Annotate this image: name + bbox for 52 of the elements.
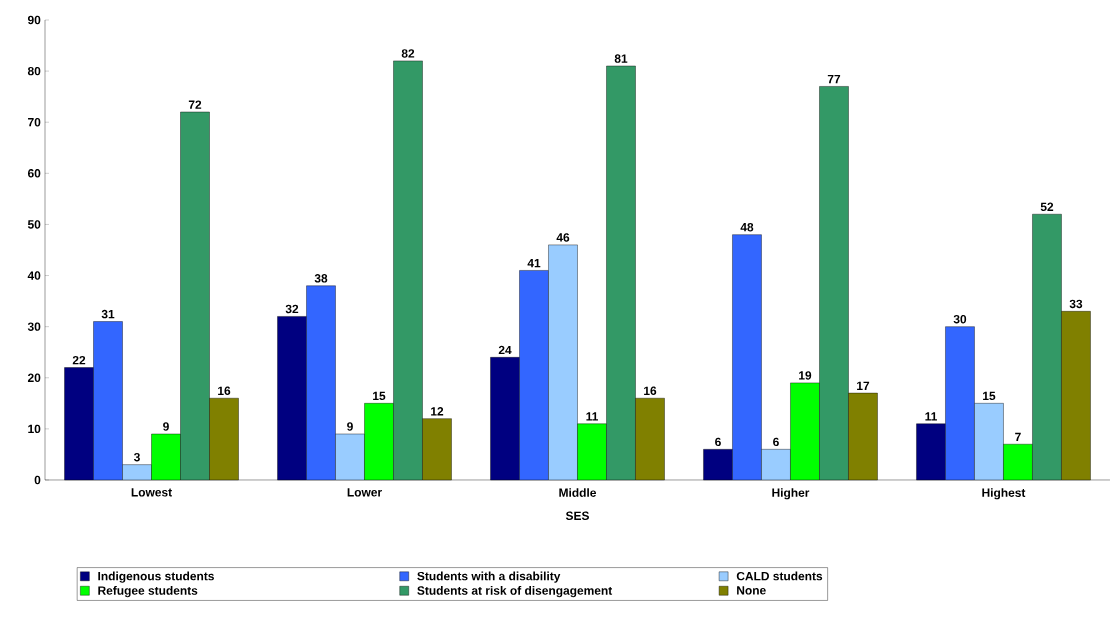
data-label: 82 [401, 49, 415, 58]
data-label: 12 [431, 407, 444, 416]
legend-label: CALD students [736, 571, 823, 581]
data-label: 22 [72, 356, 86, 365]
legend-label: Students with a disability [417, 571, 561, 583]
data-label: 6 [715, 437, 721, 447]
data-label: 32 [285, 304, 299, 314]
data-label: 31 [101, 309, 115, 319]
data-label: 77 [827, 75, 841, 84]
data-label: 6 [773, 437, 779, 447]
y-tick-label: 70 [28, 117, 41, 127]
x-tick-label: Lower [347, 488, 382, 497]
data-label: 30 [953, 314, 967, 324]
data-label: 15 [373, 391, 386, 401]
data-label: 81 [614, 54, 628, 63]
data-label: 9 [347, 422, 353, 431]
data-label: 24 [498, 345, 512, 355]
y-tick-label: 90 [27, 15, 41, 25]
data-label: 11 [925, 412, 937, 421]
x-tick-label: Higher [772, 488, 810, 500]
x-tick-label: Lowest [131, 488, 172, 497]
y-tick-label: 30 [27, 322, 41, 331]
data-label: 72 [188, 100, 202, 109]
y-tick-label: 80 [27, 66, 41, 76]
legend-label: None [737, 586, 766, 595]
x-axis-title: SES [565, 511, 589, 520]
data-label: 38 [314, 274, 328, 283]
y-tick-label: 0 [34, 475, 41, 485]
y-tick-label: 60 [27, 169, 41, 178]
legend-label: Indigenous students [98, 571, 214, 583]
y-tick-label: 20 [27, 373, 41, 382]
x-tick-label: Highest [982, 488, 1026, 500]
data-label: 19 [799, 371, 812, 380]
data-label: 33 [1069, 299, 1083, 309]
y-tick-label: 40 [27, 271, 41, 280]
y-tick-label: 50 [27, 220, 41, 229]
data-label: 3 [133, 452, 140, 462]
data-label: 15 [983, 391, 996, 401]
data-label: 48 [740, 223, 754, 232]
x-tick-label: Middle [559, 488, 597, 497]
data-label: 41 [527, 259, 541, 268]
data-label: 16 [644, 386, 657, 395]
data-label: 17 [857, 381, 870, 390]
legend-label: Students at risk of disengagement [417, 586, 613, 598]
legend-label: Refugee students [98, 586, 198, 598]
data-label: 46 [556, 233, 570, 242]
data-label: 9 [163, 422, 169, 431]
y-tick-label: 10 [28, 424, 41, 434]
data-label: 11 [586, 412, 598, 421]
data-label: 7 [1015, 432, 1021, 442]
data-label: 16 [218, 386, 231, 395]
data-label: 52 [1040, 202, 1054, 212]
